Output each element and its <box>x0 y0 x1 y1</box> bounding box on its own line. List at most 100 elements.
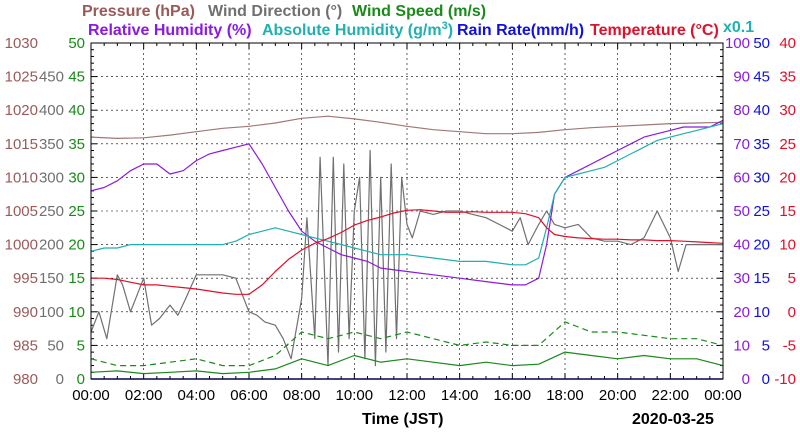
x-axis-label: Time (JST) <box>362 411 444 428</box>
rain-rate-tick-label: 0 <box>762 371 770 388</box>
wind-direction-tick-label: 300 <box>39 169 64 186</box>
relative-humidity-tick-label: 0 <box>742 371 750 388</box>
x-tick-label: 08:00 <box>283 387 321 404</box>
relative-humidity-tick-label: 20 <box>733 304 750 321</box>
series-absolute-humidity-x0-1 <box>90 123 724 266</box>
temperature-tick-label: 10 <box>779 237 796 254</box>
relative-humidity-tick-label: 40 <box>733 237 750 254</box>
temperature-tick-label: 20 <box>779 169 796 186</box>
rain-rate-tick-label: 45 <box>753 69 770 86</box>
series-wind-speed-max <box>90 321 724 367</box>
absolute-humidity-scale-note: x0.1 <box>723 19 754 36</box>
pressure-tick-label: 990 <box>13 304 38 321</box>
pressure-tick-label: 995 <box>13 270 38 287</box>
x-axis-ticks: 00:00 02:00 04:00 06:00 08:00 10:00 12:00 14:00… <box>72 387 742 404</box>
pressure-tick-label: 1005 <box>5 203 38 220</box>
relative-humidity-tick-label: 70 <box>733 136 750 153</box>
x-tick-label: 04:00 <box>178 387 216 404</box>
x-tick-label: 20:00 <box>599 387 637 404</box>
temperature-tick-label: 30 <box>779 102 796 119</box>
wind-direction-tick-label: 200 <box>39 237 64 254</box>
x-tick-label: 12:00 <box>388 387 426 404</box>
relative-humidity-tick-label: 60 <box>733 169 750 186</box>
pressure-tick-label: 1000 <box>5 237 38 254</box>
rain-rate-tick-label: 25 <box>753 203 770 220</box>
wind-direction-tick-label: 0 <box>56 371 64 388</box>
pressure-tick-label: 1020 <box>5 102 38 119</box>
wind-direction-tick-label: 250 <box>39 203 64 220</box>
pressure-tick-label: 980 <box>13 371 38 388</box>
x-tick-label: 00:00 <box>704 387 742 404</box>
wind-direction-tick-label: 400 <box>39 102 64 119</box>
wind-speed-tick-label: 45 <box>68 69 85 86</box>
wind-speed-tick-label: 5 <box>77 337 85 354</box>
relative-humidity-tick-label: 100 <box>725 35 750 52</box>
rain-rate-tick-label: 50 <box>753 35 770 52</box>
wind-speed-tick-label: 30 <box>68 169 85 186</box>
rain-rate-tick-label: 40 <box>753 102 770 119</box>
wind-direction-tick-label: 100 <box>39 304 64 321</box>
x-tick-label: 00:00 <box>72 387 110 404</box>
wind-speed-tick-label: 25 <box>68 203 85 220</box>
relative-humidity-tick-label: 30 <box>733 270 750 287</box>
relative-humidity-tick-label: 80 <box>733 102 750 119</box>
wind-direction-axis-label: Wind Direction (°) <box>208 3 342 20</box>
rain-rate-axis-label: Rain Rate(mm/h) <box>457 22 584 39</box>
wind-speed-tick-label: 10 <box>68 304 85 321</box>
plot-frame <box>90 42 724 380</box>
x-tick-label: 22:00 <box>652 387 690 404</box>
absolute-humidity-label-close: ) <box>448 22 453 39</box>
relative-humidity-tick-label: 90 <box>733 69 750 86</box>
relative-humidity-axis-label: Relative Humidity (%) <box>88 22 252 39</box>
series-wind-speed <box>90 351 724 375</box>
series-wind-direction <box>90 149 723 367</box>
grid-lines <box>90 42 724 380</box>
temperature-tick-label: 35 <box>779 69 796 86</box>
temperature-axis-label: Temperature (°C) <box>590 22 719 39</box>
x-tick-label: 14:00 <box>441 387 479 404</box>
x-tick-label: 16:00 <box>494 387 532 404</box>
pressure-axis-label: Pressure (hPa) <box>82 3 195 20</box>
wind-speed-tick-label: 50 <box>68 35 85 52</box>
left-axis-ticks: 1030102510201015101010051000995990985980… <box>5 35 85 388</box>
right-axis-ticks: 1009080706050403020100504540353025201510… <box>725 35 796 388</box>
x-tick-label: 02:00 <box>125 387 163 404</box>
temperature-tick-label: 40 <box>779 35 796 52</box>
series-pressure <box>90 115 724 139</box>
wind-speed-tick-label: 0 <box>77 371 85 388</box>
series-relative-humidity <box>90 119 724 286</box>
absolute-humidity-axis-label: Absolute Humidity (g/m3) <box>262 20 453 39</box>
wind-direction-tick-label: 50 <box>47 337 64 354</box>
pressure-tick-label: 1010 <box>5 169 38 186</box>
relative-humidity-tick-label: 50 <box>733 203 750 220</box>
pressure-tick-label: 1015 <box>5 136 38 153</box>
temperature-tick-label: -5 <box>783 337 796 354</box>
temperature-tick-label: 5 <box>788 270 796 287</box>
series-temperature <box>91 209 724 295</box>
wind-direction-tick-label: 350 <box>39 136 64 153</box>
wind-speed-axis-label: Wind Speed (m/s) <box>352 3 486 20</box>
wind-direction-tick-label: 450 <box>39 69 64 86</box>
rain-rate-tick-label: 15 <box>753 270 770 287</box>
temperature-tick-label: -10 <box>774 371 796 388</box>
rain-rate-tick-label: 35 <box>753 136 770 153</box>
absolute-humidity-label-exp: 3 <box>442 20 448 32</box>
rain-rate-tick-label: 10 <box>753 304 770 321</box>
date-label: 2020-03-25 <box>632 411 714 428</box>
absolute-humidity-label-main: Absolute Humidity (g/m <box>262 22 442 39</box>
rain-rate-tick-label: 30 <box>753 169 770 186</box>
pressure-tick-label: 1030 <box>5 35 38 52</box>
pressure-tick-label: 985 <box>13 337 38 354</box>
wind-direction-tick-label: 150 <box>39 270 64 287</box>
x-tick-label: 18:00 <box>546 387 584 404</box>
rain-rate-tick-label: 5 <box>762 337 770 354</box>
relative-humidity-tick-label: 10 <box>733 337 750 354</box>
temperature-tick-label: 15 <box>779 203 796 220</box>
wind-speed-tick-label: 40 <box>68 102 85 119</box>
temperature-tick-label: 25 <box>779 136 796 153</box>
x-tick-label: 10:00 <box>336 387 374 404</box>
wind-speed-tick-label: 20 <box>68 237 85 254</box>
rain-rate-tick-label: 20 <box>753 237 770 254</box>
temperature-tick-label: 0 <box>788 304 796 321</box>
